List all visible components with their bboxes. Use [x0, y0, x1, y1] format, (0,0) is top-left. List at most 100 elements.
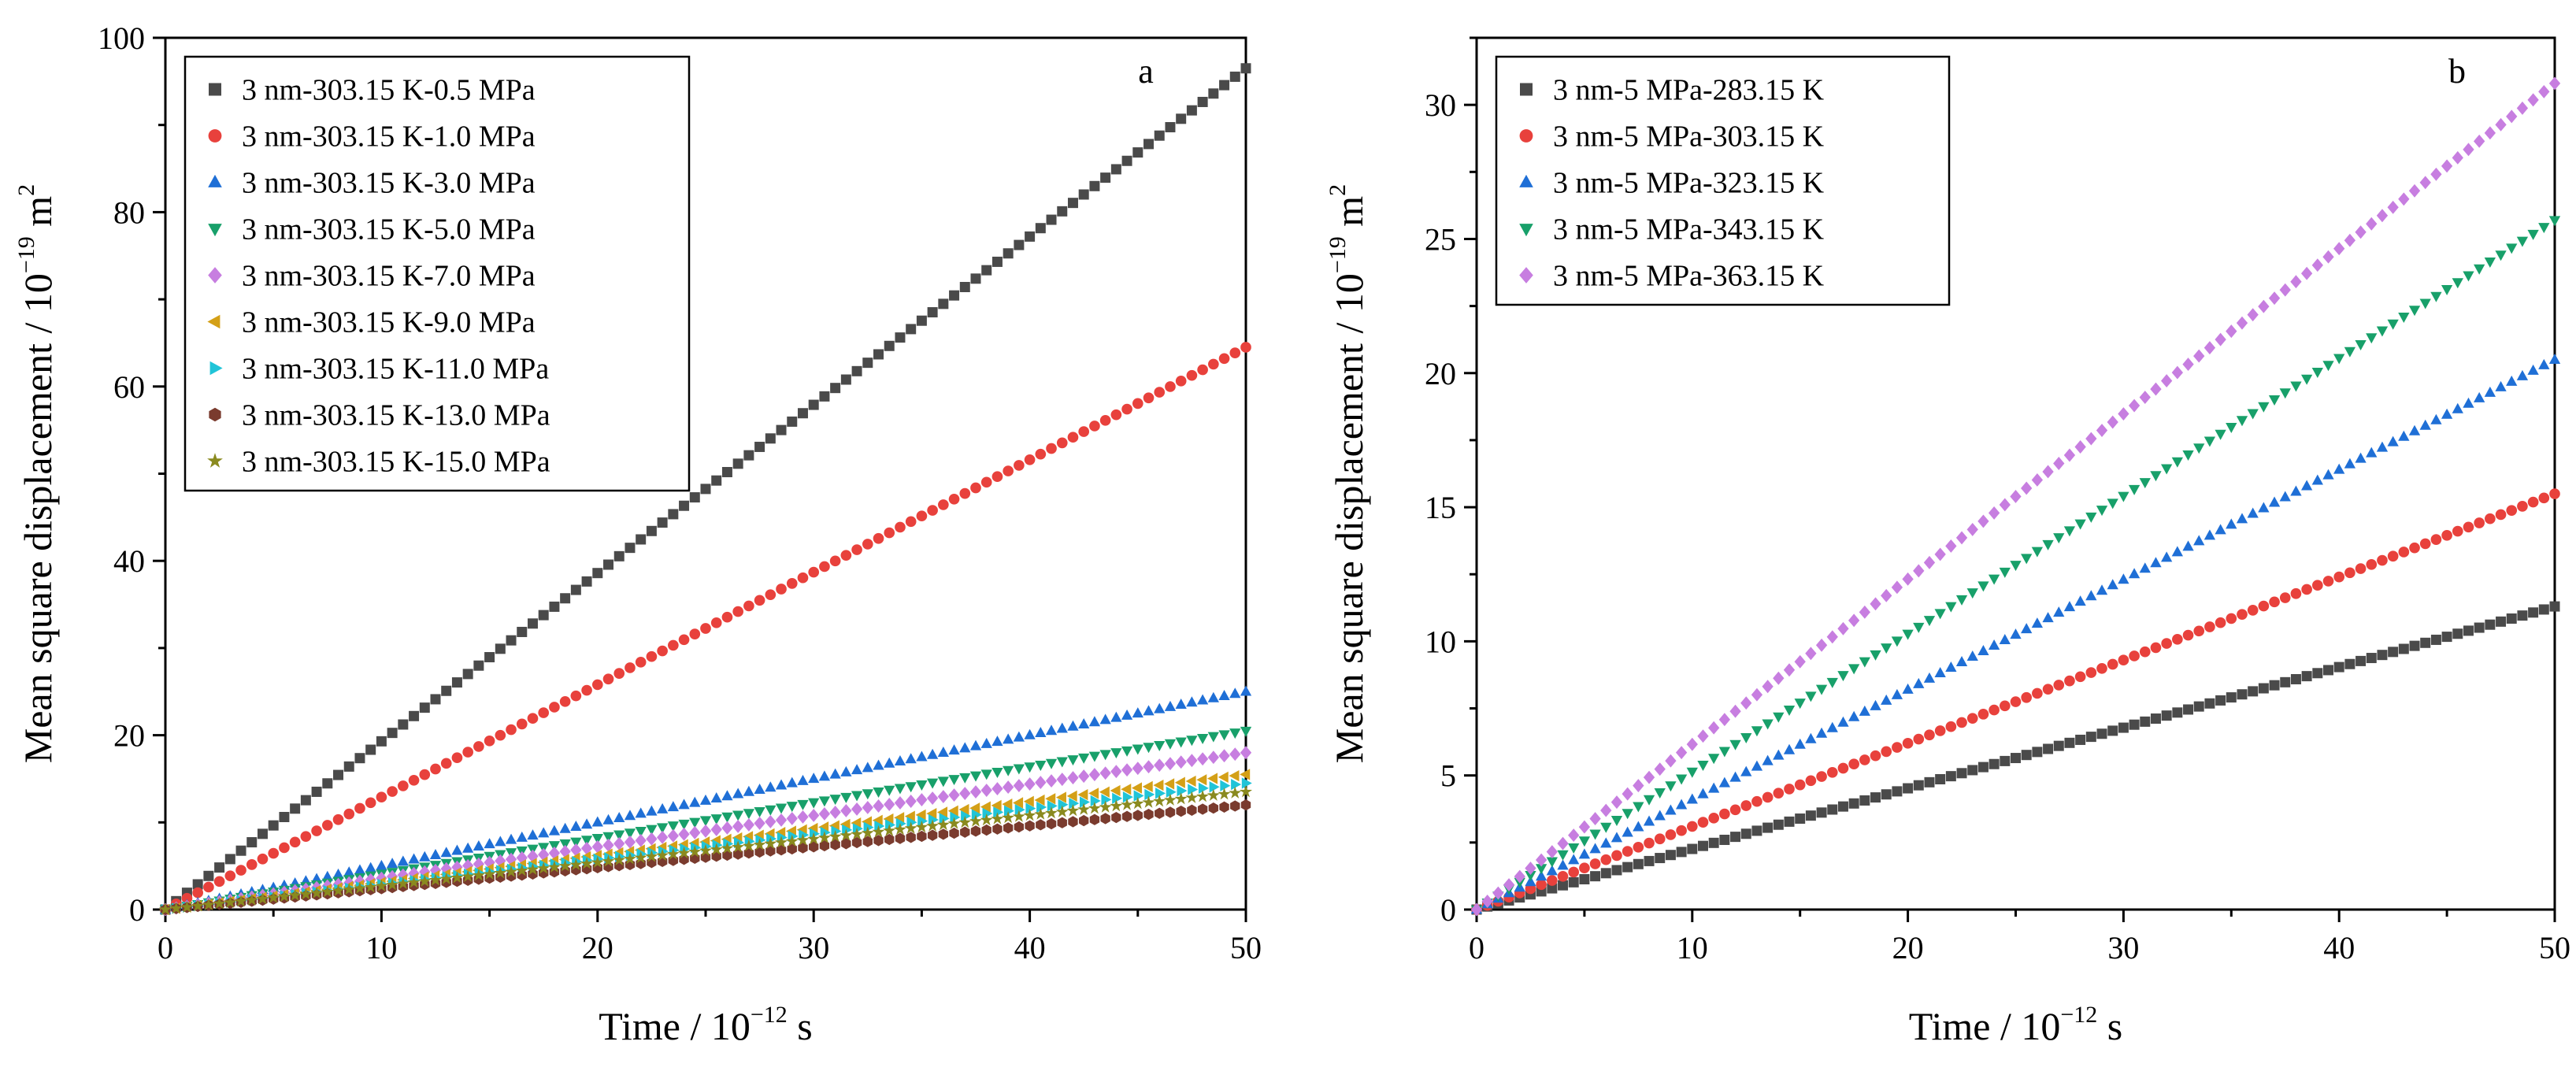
x-tick-label: 50	[2539, 930, 2570, 965]
data-point	[495, 729, 506, 741]
data-point	[2053, 740, 2064, 751]
data-point	[1751, 726, 1763, 737]
legend-marker	[207, 314, 221, 329]
data-point	[2290, 275, 2302, 289]
data-point	[1902, 572, 1914, 586]
data-point	[548, 825, 561, 836]
data-point	[2430, 534, 2442, 545]
data-point	[1188, 784, 1199, 795]
data-point	[1164, 739, 1177, 750]
data-point	[916, 750, 928, 762]
data-point	[1176, 113, 1187, 124]
x-tick-label: 0	[1469, 930, 1484, 965]
data-point	[2226, 423, 2237, 434]
data-point	[2516, 236, 2529, 247]
data-point	[1100, 813, 1110, 825]
data-point	[396, 876, 410, 889]
data-point	[300, 831, 312, 843]
data-point	[613, 668, 625, 679]
data-point	[1568, 828, 1580, 843]
data-point	[1633, 821, 1644, 832]
data-point	[224, 895, 237, 908]
data-point	[905, 516, 917, 528]
y-tick-label: 25	[1425, 221, 1456, 257]
data-point	[948, 788, 960, 802]
data-point	[1089, 813, 1100, 825]
data-point	[765, 845, 776, 857]
series-2	[1470, 353, 2561, 914]
data-point	[1600, 822, 1612, 833]
data-point	[462, 842, 474, 853]
data-point	[873, 835, 884, 847]
data-point	[1697, 840, 1708, 851]
data-point	[418, 874, 432, 887]
data-point	[2333, 354, 2345, 365]
data-point	[2096, 584, 2108, 595]
data-point	[1088, 751, 1101, 762]
data-point	[1012, 810, 1025, 822]
data-point	[777, 832, 788, 843]
data-point	[2096, 728, 2107, 739]
data-point	[808, 808, 820, 822]
data-point	[937, 776, 949, 788]
data-point	[2118, 654, 2129, 666]
data-point	[2247, 308, 2259, 322]
data-point	[2172, 634, 2183, 645]
data-point	[2279, 592, 2291, 603]
data-point	[1622, 787, 1633, 801]
data-point	[462, 669, 473, 680]
data-point	[1536, 879, 1547, 891]
data-point	[991, 736, 1003, 747]
data-point	[1816, 771, 1827, 782]
data-point	[1945, 771, 1956, 782]
data-point	[980, 784, 992, 798]
data-point	[1535, 853, 1547, 867]
data-point	[1056, 757, 1068, 768]
data-point	[1773, 671, 1785, 685]
data-point	[905, 795, 917, 808]
data-point	[754, 783, 765, 794]
data-point	[2430, 413, 2442, 424]
data-point	[689, 825, 701, 839]
data-point	[2387, 435, 2399, 447]
data-point	[2376, 441, 2389, 452]
data-point	[1935, 773, 1946, 784]
data-point	[1665, 804, 1677, 815]
data-point	[2063, 601, 2076, 612]
data-point	[2452, 150, 2463, 165]
data-point	[808, 399, 819, 410]
data-point	[1218, 749, 1230, 763]
data-point	[2000, 755, 2011, 766]
data-point	[1988, 506, 2000, 520]
data-point	[1881, 694, 1892, 705]
data-point	[570, 821, 582, 832]
data-point	[2301, 671, 2312, 682]
chart-panel-a: 0 10 20 30 40 50 0 20 40 60 80 100 Time / 10−12 s Mea…	[13, 20, 1262, 1048]
data-point	[1600, 868, 1611, 879]
data-point	[2193, 535, 2205, 546]
data-point	[1859, 605, 1870, 619]
data-point	[1881, 588, 1892, 602]
data-point	[1132, 398, 1143, 410]
data-point	[1644, 837, 1655, 849]
data-point	[1848, 664, 1860, 675]
data-point	[1003, 465, 1014, 476]
data-point	[569, 858, 583, 871]
data-point	[1589, 843, 1601, 854]
data-point	[1708, 813, 1720, 824]
data-point	[1913, 564, 1925, 578]
data-point	[634, 850, 647, 864]
data-point	[365, 873, 376, 887]
data-point	[1175, 376, 1187, 387]
data-point	[785, 834, 799, 847]
data-point	[192, 887, 203, 899]
data-point	[1186, 105, 1197, 116]
data-point	[2463, 625, 2474, 636]
data-point	[1923, 672, 1936, 683]
data-point	[2474, 517, 2485, 528]
data-point	[256, 892, 269, 905]
data-point	[937, 806, 948, 818]
data-point	[203, 870, 214, 881]
data-point	[505, 833, 517, 844]
data-point	[2376, 326, 2389, 337]
